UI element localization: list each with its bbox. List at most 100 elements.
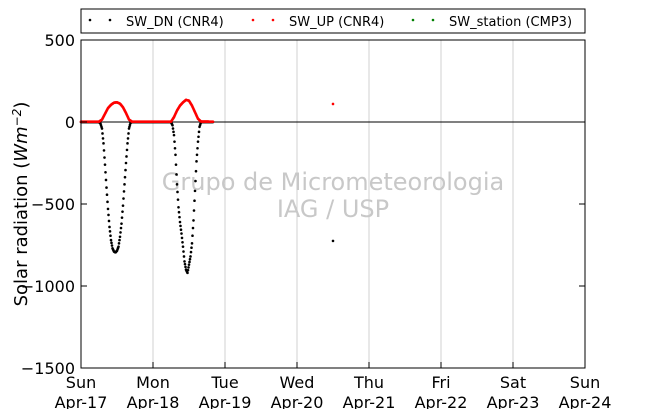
data-point [102, 142, 105, 145]
data-point [120, 216, 124, 219]
data-point [124, 168, 127, 172]
y-tick-label: 500 [44, 31, 75, 50]
data-point [126, 142, 129, 145]
data-point [127, 132, 130, 135]
data-point [174, 163, 178, 166]
data-point [197, 130, 201, 134]
legend-box [80, 8, 586, 34]
legend-marker [251, 18, 255, 22]
data-point [108, 225, 111, 229]
data-point [178, 220, 182, 224]
data-point [119, 226, 123, 230]
y-tick-label: −500 [31, 195, 75, 214]
watermark-text: Grupo de Micrometeorologia [162, 168, 504, 196]
data-point [122, 190, 126, 193]
data-point [179, 228, 183, 231]
data-point [196, 146, 199, 150]
data-point [197, 135, 200, 139]
x-tick-date: Apr-23 [487, 393, 540, 409]
data-point [182, 250, 185, 253]
data-point [181, 245, 185, 248]
data-point [122, 197, 125, 200]
x-tick-day: Sun [66, 373, 96, 392]
data-point [173, 140, 176, 143]
legend-label: SW_DN (CNR4) [126, 15, 224, 30]
data-point [121, 210, 124, 213]
data-point [175, 173, 178, 176]
series-1 [79, 98, 335, 123]
y-axis: 500 0 −500 −1000 −1500 [21, 31, 585, 378]
data-point [171, 127, 175, 130]
data-point [126, 137, 130, 140]
data-point [193, 189, 197, 193]
data-point [187, 263, 191, 266]
data-point [118, 238, 121, 242]
data-point [179, 224, 182, 228]
legend-marker [431, 18, 435, 22]
data-point [107, 213, 110, 217]
data-point [109, 234, 112, 238]
y-axis-label: Solar radiation (Wm−2) [10, 102, 32, 307]
legend: SW_DN (CNR4) SW_UP (CNR4) SW_station (CMP3… [80, 8, 586, 34]
data-point [174, 153, 177, 157]
data-point [188, 260, 191, 264]
x-tick-day: Sun [570, 373, 600, 392]
data-point [175, 183, 179, 186]
data-point [183, 260, 186, 263]
data-point [180, 232, 183, 235]
data-point [100, 127, 104, 130]
legend-marker [88, 18, 92, 22]
data-point [190, 246, 193, 250]
data-point [177, 210, 181, 214]
data-point [194, 179, 197, 183]
data-point [117, 245, 120, 248]
data-point [196, 140, 200, 143]
legend-label: SW_UP (CNR4) [289, 15, 384, 30]
legend-marker [271, 18, 275, 22]
data-point [186, 268, 190, 272]
data-point [195, 160, 198, 163]
data-point [121, 204, 125, 207]
data-point [106, 207, 110, 211]
x-tick-date: Apr-21 [343, 393, 396, 409]
data-point [195, 153, 199, 157]
data-point [172, 130, 175, 134]
data-point [172, 133, 176, 137]
gridlines [152, 40, 514, 368]
data-point [102, 149, 106, 152]
data-point [183, 262, 187, 266]
data-point [110, 244, 114, 247]
watermark-text: IAG / USP [277, 195, 389, 223]
data-point [176, 190, 179, 194]
data-point [176, 198, 180, 201]
data-point [177, 205, 180, 209]
y-tick-label: 0 [65, 113, 75, 132]
data-point [171, 123, 174, 127]
x-tick-day: Wed [280, 373, 315, 392]
data-point [193, 199, 196, 203]
x-tick-date: Apr-20 [271, 393, 324, 409]
data-point [192, 219, 195, 222]
data-point [103, 156, 106, 159]
data-point [186, 271, 189, 275]
data-point [104, 178, 108, 182]
data-point [211, 120, 215, 123]
x-tick-date: Apr-22 [415, 393, 468, 409]
data-point [188, 257, 192, 261]
x-tick-date: Apr-17 [55, 393, 108, 409]
data-point [189, 255, 192, 258]
data-point [125, 148, 129, 152]
x-tick-date: Apr-18 [127, 393, 180, 409]
data-point [181, 240, 184, 244]
data-point [120, 222, 123, 225]
data-point [192, 209, 196, 212]
data-point [189, 250, 193, 254]
x-tick-day: Thu [353, 373, 384, 392]
data-point [101, 137, 105, 140]
x-tick-day: Sat [500, 373, 526, 392]
data-point [184, 265, 187, 269]
data-point [123, 183, 126, 186]
data-point [109, 238, 113, 242]
